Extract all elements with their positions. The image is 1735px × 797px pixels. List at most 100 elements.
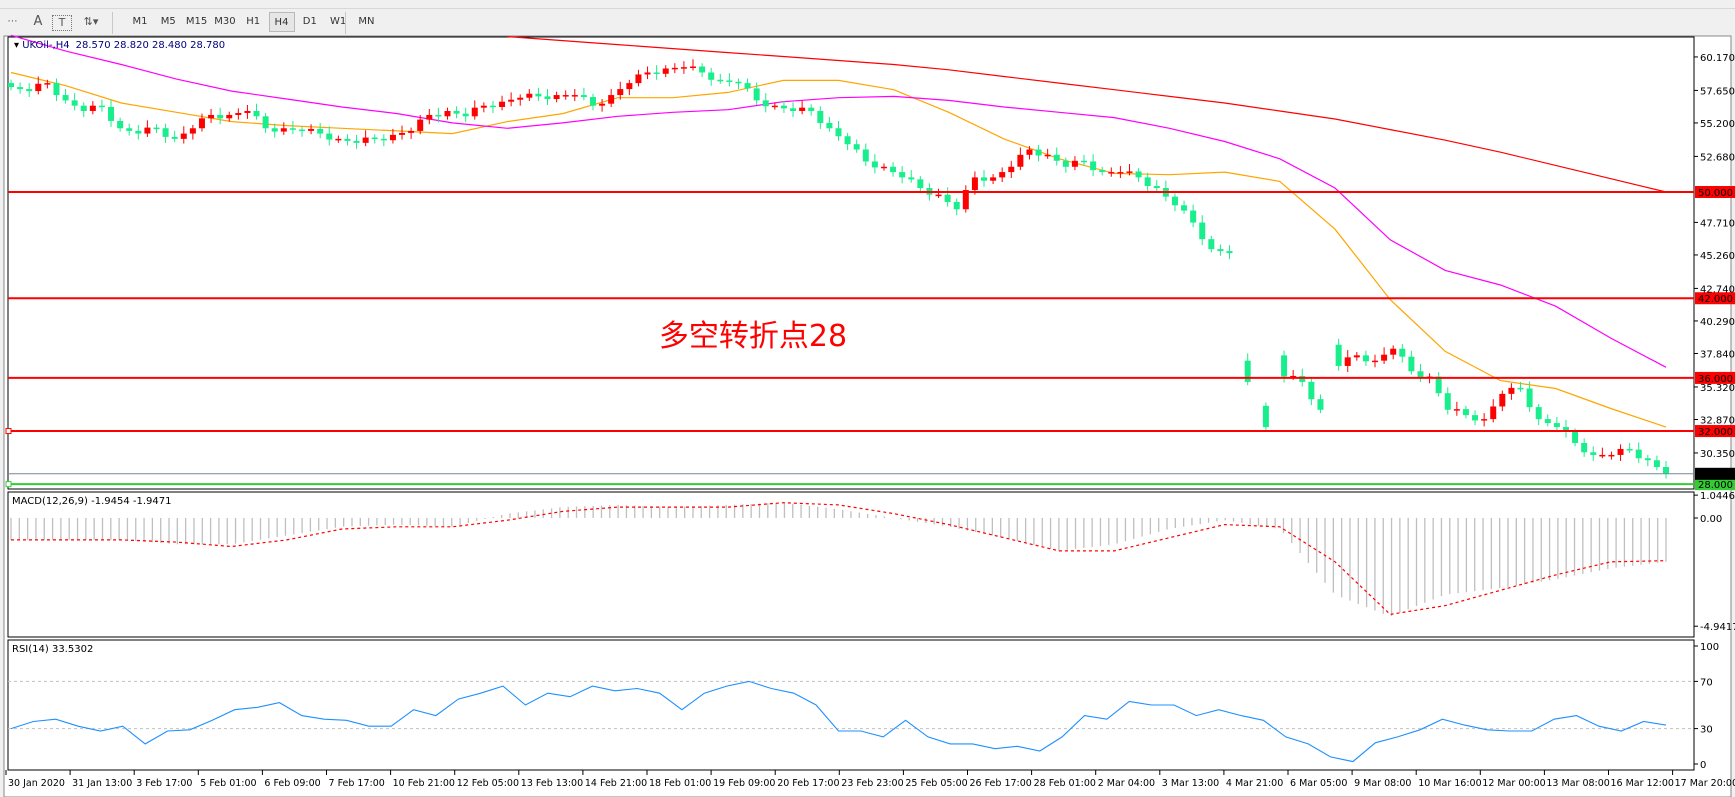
candle-body[interactable]: [217, 114, 224, 119]
candle-body[interactable]: [589, 97, 596, 106]
candle-body[interactable]: [526, 93, 533, 98]
candle-body[interactable]: [562, 95, 569, 97]
candle-body[interactable]: [953, 201, 960, 210]
candle-body[interactable]: [1244, 360, 1251, 382]
candle-body[interactable]: [1663, 467, 1669, 474]
candle-body[interactable]: [1390, 348, 1397, 355]
candle-body[interactable]: [289, 128, 296, 130]
candle-body[interactable]: [1517, 387, 1524, 390]
candle-body[interactable]: [1035, 149, 1042, 156]
candle-body[interactable]: [690, 66, 697, 69]
candle-body[interactable]: [1144, 177, 1151, 187]
timeframe-h1-button[interactable]: H1: [246, 16, 261, 27]
candle-body[interactable]: [1208, 239, 1215, 250]
candle-body[interactable]: [44, 83, 51, 85]
candle-body[interactable]: [17, 87, 24, 90]
candle-body[interactable]: [80, 105, 87, 111]
candle-body[interactable]: [308, 128, 315, 131]
candle-body[interactable]: [1408, 356, 1415, 372]
candle-body[interactable]: [553, 95, 560, 100]
candle-body[interactable]: [1017, 154, 1024, 167]
candle-body[interactable]: [753, 88, 760, 101]
candle-body[interactable]: [444, 110, 451, 117]
candle-body[interactable]: [835, 128, 842, 137]
candle-body[interactable]: [1071, 160, 1078, 167]
candle-body[interactable]: [1190, 210, 1197, 223]
candle-body[interactable]: [326, 133, 333, 140]
candle-body[interactable]: [244, 110, 251, 113]
candle-body[interactable]: [971, 177, 978, 191]
candle-body[interactable]: [53, 83, 60, 96]
candle-body[interactable]: [580, 95, 587, 98]
candle-body[interactable]: [1499, 393, 1506, 407]
candle-body[interactable]: [962, 190, 969, 210]
candle-body[interactable]: [799, 107, 806, 111]
candle-body[interactable]: [117, 120, 124, 129]
candle-body[interactable]: [662, 68, 669, 74]
candle-body[interactable]: [780, 105, 787, 109]
candle-body[interactable]: [1644, 458, 1651, 461]
candle-body[interactable]: [908, 177, 915, 180]
candle-body[interactable]: [1572, 431, 1579, 443]
candle-body[interactable]: [871, 161, 878, 168]
candle-body[interactable]: [417, 119, 424, 131]
candle-body[interactable]: [617, 89, 624, 96]
candle-body[interactable]: [1217, 249, 1224, 252]
candle-body[interactable]: [144, 127, 151, 134]
timeframe-mn-button[interactable]: MN: [358, 16, 375, 27]
candle-body[interactable]: [808, 107, 815, 111]
candle-body[interactable]: [171, 136, 178, 139]
candle-body[interactable]: [1117, 172, 1124, 174]
candle-body[interactable]: [1290, 375, 1297, 378]
candle-body[interactable]: [108, 107, 115, 121]
candle-body[interactable]: [26, 89, 33, 92]
candle-body[interactable]: [1126, 171, 1133, 173]
candle-body[interactable]: [435, 114, 442, 117]
candle-body[interactable]: [508, 99, 515, 102]
candle-body[interactable]: [208, 114, 215, 119]
candle-body[interactable]: [1262, 405, 1269, 428]
candle-body[interactable]: [1417, 371, 1424, 378]
candle-body[interactable]: [917, 179, 924, 189]
candle-body[interactable]: [8, 83, 14, 88]
timeframe-w1-button[interactable]: W1: [329, 16, 347, 27]
candle-body[interactable]: [335, 138, 342, 141]
candle-body[interactable]: [1562, 427, 1569, 432]
candle-body[interactable]: [189, 128, 196, 134]
candle-body[interactable]: [389, 134, 396, 141]
candle-body[interactable]: [344, 138, 351, 141]
candle-body[interactable]: [899, 172, 906, 178]
candle-body[interactable]: [1472, 415, 1479, 421]
candle-body[interactable]: [535, 93, 542, 97]
candle-body[interactable]: [480, 105, 487, 108]
arrows-icon[interactable]: ⇅▾: [83, 15, 99, 28]
candle-body[interactable]: [198, 118, 205, 129]
candle-body[interactable]: [1171, 196, 1178, 206]
candle-body[interactable]: [517, 97, 524, 100]
candle-body[interactable]: [1399, 348, 1406, 357]
candle-body[interactable]: [135, 130, 142, 134]
candle-body[interactable]: [1635, 449, 1642, 459]
candle-body[interactable]: [1608, 454, 1615, 457]
text-icon[interactable]: T: [52, 15, 72, 31]
candle-body[interactable]: [1181, 205, 1188, 211]
candle-body[interactable]: [653, 72, 660, 74]
candle-body[interactable]: [1353, 355, 1360, 358]
candle-body[interactable]: [880, 166, 887, 169]
candle-body[interactable]: [35, 83, 42, 92]
candle-body[interactable]: [671, 67, 678, 70]
candle-body[interactable]: [699, 66, 706, 73]
candle-body[interactable]: [1526, 388, 1533, 408]
candle-body[interactable]: [708, 72, 715, 80]
candle-body[interactable]: [1053, 154, 1060, 161]
candle-body[interactable]: [1508, 387, 1515, 394]
candle-body[interactable]: [608, 95, 615, 104]
candle-body[interactable]: [1444, 393, 1451, 410]
candle-body[interactable]: [153, 127, 160, 130]
candle-body[interactable]: [680, 67, 687, 69]
candle-body[interactable]: [408, 130, 415, 133]
candle-body[interactable]: [271, 128, 278, 132]
candle-body[interactable]: [1617, 448, 1624, 455]
candle-body[interactable]: [298, 129, 305, 132]
